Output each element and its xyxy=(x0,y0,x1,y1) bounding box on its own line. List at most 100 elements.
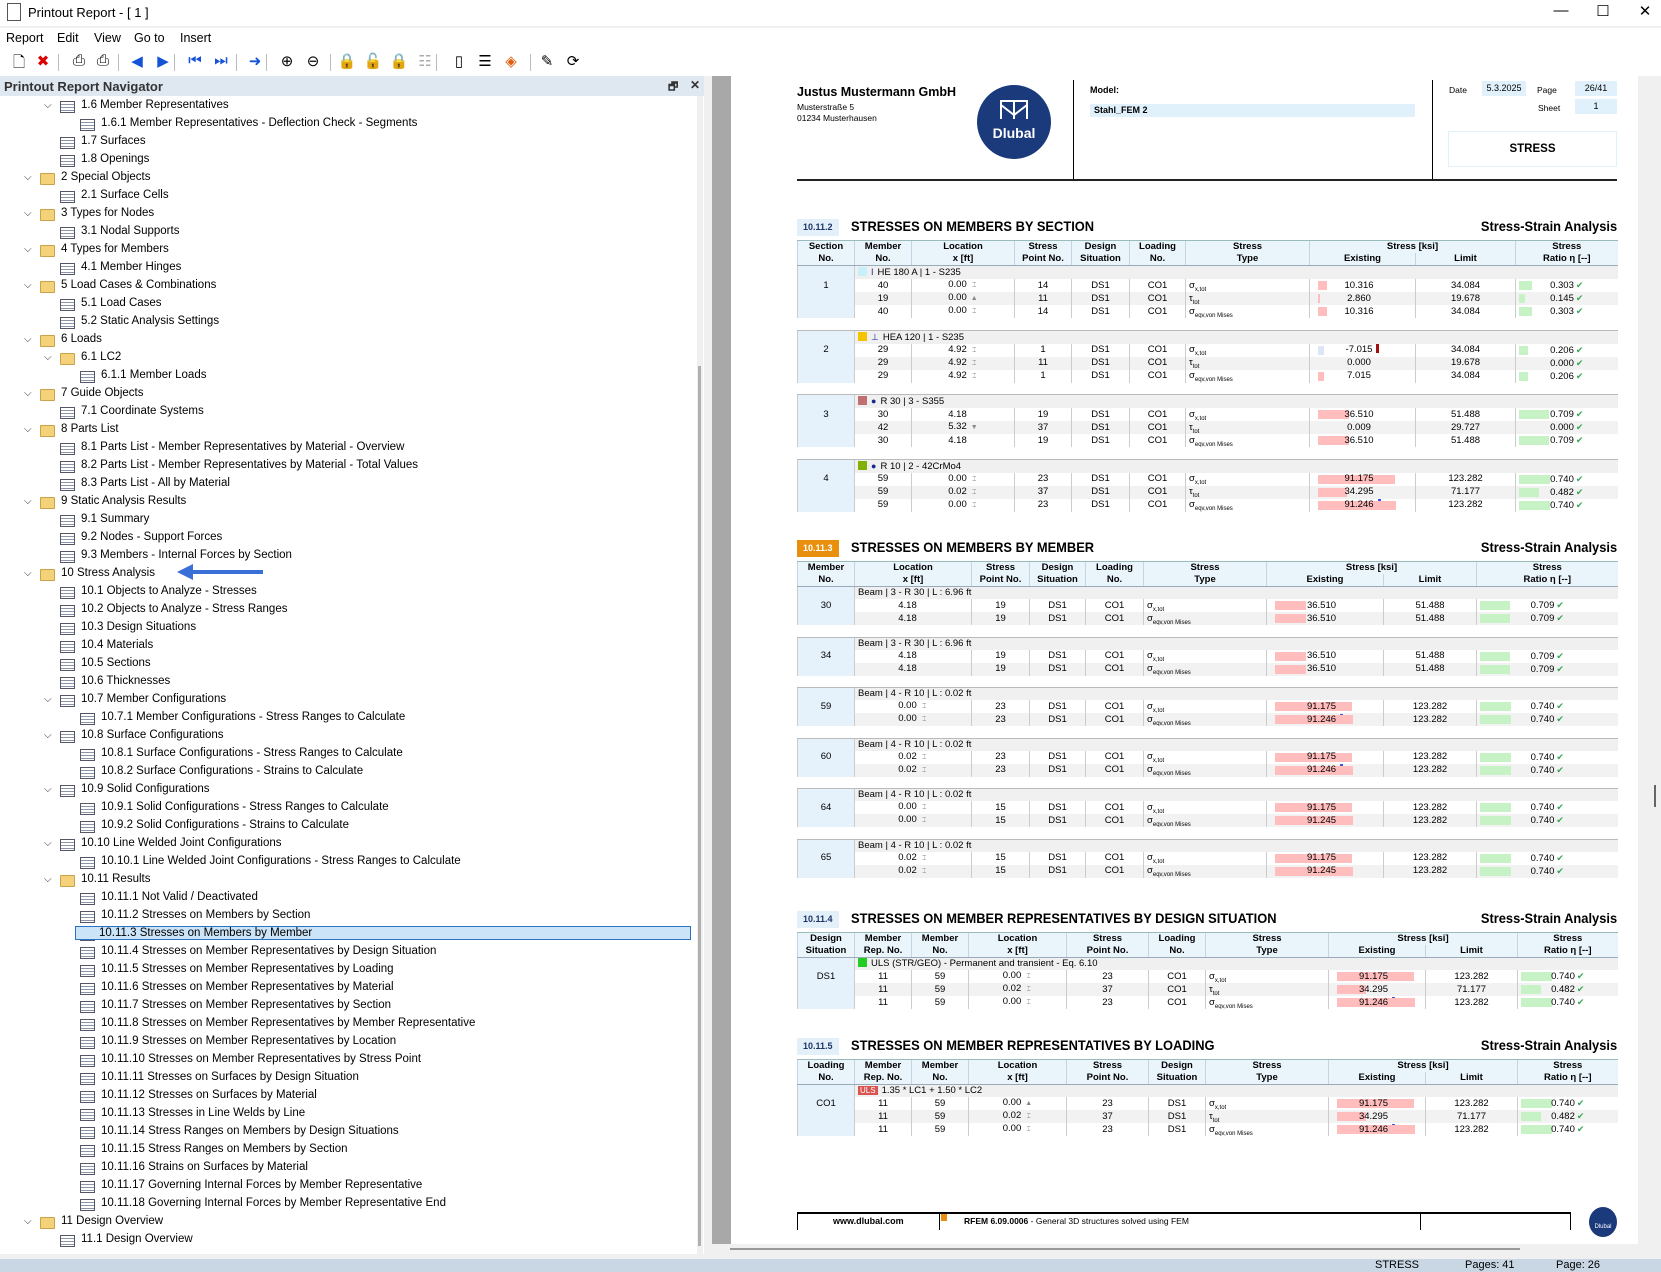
refresh-icon[interactable]: ⟳ xyxy=(566,53,580,70)
tree-item[interactable]: ⌵ 6.1 LC2 xyxy=(0,350,700,368)
tree-item[interactable]: 6.1.1 Member Loads xyxy=(0,368,700,386)
tree-item[interactable]: 10.11.18 Governing Internal Forces by Me… xyxy=(0,1196,700,1214)
table-settings-icon[interactable]: ☷ xyxy=(418,53,432,70)
tree-item[interactable]: 10.11.9 Stresses on Member Representativ… xyxy=(0,1034,700,1052)
chevron-down-icon[interactable]: ⌵ xyxy=(24,568,32,579)
chevron-down-icon[interactable]: ⌵ xyxy=(24,388,32,399)
tree-item[interactable]: ⌵ 10 Stress Analysis xyxy=(0,566,700,584)
tree-item[interactable]: ⌵ 10.11 Results xyxy=(0,872,700,890)
delete-report-icon[interactable]: ✖ xyxy=(36,53,50,70)
tree-item[interactable]: ⌵ 10.8 Surface Configurations xyxy=(0,728,700,746)
menu-insert[interactable]: Insert xyxy=(180,31,212,45)
tree-item[interactable]: 10.6 Thicknesses xyxy=(0,674,700,692)
tree-item[interactable]: 5.1 Load Cases xyxy=(0,296,700,314)
horizontal-scrollbar[interactable] xyxy=(730,1248,1520,1250)
tree-item[interactable]: ⌵ 1.6 Member Representatives xyxy=(0,98,700,116)
zoom-in-icon[interactable]: ⊕ xyxy=(280,53,294,70)
new-report-icon[interactable]: 🗋 xyxy=(12,54,26,71)
tree-item[interactable]: 10.10.1 Line Welded Joint Configurations… xyxy=(0,854,700,872)
chevron-down-icon[interactable]: ⌵ xyxy=(44,838,52,849)
tree-item[interactable]: ⌵ 3 Types for Nodes xyxy=(0,206,700,224)
tree-item[interactable]: ⌵ 5 Load Cases & Combinations xyxy=(0,278,700,296)
tree-item[interactable]: 10.9.2 Solid Configurations - Strains to… xyxy=(0,818,700,836)
tree-item[interactable]: 9.1 Summary xyxy=(0,512,700,530)
chevron-down-icon[interactable]: ⌵ xyxy=(24,1216,32,1227)
tree-item[interactable]: ⌵ 7 Guide Objects xyxy=(0,386,700,404)
tree-item[interactable]: ⌵ 2 Special Objects xyxy=(0,170,700,188)
next-page-icon[interactable]: ▶ xyxy=(157,53,169,70)
tree-item[interactable]: 10.11.1 Not Valid / Deactivated xyxy=(0,890,700,908)
float-panel-icon[interactable]: 🗗 xyxy=(668,81,679,93)
tree-item[interactable]: 10.11.16 Strains on Surfaces by Material xyxy=(0,1160,700,1178)
close-button[interactable]: ✕ xyxy=(1638,3,1652,20)
unlock-icon[interactable]: 🔓 xyxy=(363,53,383,70)
maximize-button[interactable]: ☐ xyxy=(1596,3,1610,20)
tree-item[interactable]: 3.1 Nodal Supports xyxy=(0,224,700,242)
navigator-scrollbar[interactable] xyxy=(697,96,703,1254)
first-page-icon[interactable]: ⏮ xyxy=(188,52,202,69)
tree-item[interactable]: 10.1 Objects to Analyze - Stresses xyxy=(0,584,700,602)
tree-item[interactable]: 10.5 Sections xyxy=(0,656,700,674)
page-layout-icon[interactable]: ▯ xyxy=(454,53,464,70)
minimize-button[interactable]: — xyxy=(1553,2,1569,19)
menu-edit[interactable]: Edit xyxy=(57,31,79,45)
chevron-down-icon[interactable]: ⌵ xyxy=(44,874,52,885)
tree-item[interactable]: 10.11.4 Stresses on Member Representativ… xyxy=(0,944,700,962)
tree-item[interactable]: 1.7 Surfaces xyxy=(0,134,700,152)
tree-item[interactable]: 10.11.14 Stress Ranges on Members by Des… xyxy=(0,1124,700,1142)
print-settings-icon[interactable]: ⎙ xyxy=(96,52,109,69)
chevron-down-icon[interactable]: ⌵ xyxy=(24,208,32,219)
tree-item[interactable]: ⌵ 4 Types for Members xyxy=(0,242,700,260)
tree-item[interactable]: 10.11.8 Stresses on Member Representativ… xyxy=(0,1016,700,1034)
tree-item[interactable]: 10.3 Design Situations xyxy=(0,620,700,638)
tree-item[interactable]: ⌵ 6 Loads xyxy=(0,332,700,350)
chevron-down-icon[interactable]: ⌵ xyxy=(44,694,52,705)
chevron-down-icon[interactable]: ⌵ xyxy=(44,352,52,363)
tree-item[interactable]: 10.11.5 Stresses on Member Representativ… xyxy=(0,962,700,980)
tree-item[interactable]: 10.11.7 Stresses on Member Representativ… xyxy=(0,998,700,1016)
tree-item[interactable]: 10.11.6 Stresses on Member Representativ… xyxy=(0,980,700,998)
print-icon[interactable]: ⎙ xyxy=(72,52,85,69)
chevron-down-icon[interactable]: ⌵ xyxy=(24,424,32,435)
tree-item[interactable]: 10.11.3 Stresses on Members by Member xyxy=(0,926,700,944)
tree-item[interactable]: 1.6.1 Member Representatives - Deflectio… xyxy=(0,116,700,134)
close-panel-icon[interactable]: ✕ xyxy=(690,78,701,92)
tree-item[interactable]: 10.8.2 Surface Configurations - Strains … xyxy=(0,764,700,782)
tree-item[interactable]: 10.11.11 Stresses on Surfaces by Design … xyxy=(0,1070,700,1088)
chevron-down-icon[interactable]: ⌵ xyxy=(44,784,52,795)
chevron-down-icon[interactable]: ⌵ xyxy=(24,280,32,291)
chevron-down-icon[interactable]: ⌵ xyxy=(24,244,32,255)
tree-item[interactable]: 10.11.13 Stresses in Line Welds by Line xyxy=(0,1106,700,1124)
tree-item[interactable]: ⌵ 10.9 Solid Configurations xyxy=(0,782,700,800)
cover-icon[interactable]: ◈ xyxy=(505,53,517,70)
go-to-page-icon[interactable]: ➜ xyxy=(248,53,262,70)
tree-item[interactable]: ⌵ 10.7 Member Configurations xyxy=(0,692,700,710)
tree-item[interactable]: 10.4 Materials xyxy=(0,638,700,656)
tree-item[interactable]: 11.1 Design Overview xyxy=(0,1232,700,1250)
zoom-out-icon[interactable]: ⊖ xyxy=(306,53,320,70)
tree-item[interactable]: 10.2 Objects to Analyze - Stress Ranges xyxy=(0,602,700,620)
tree-item[interactable]: 10.11.15 Stress Ranges on Members by Sec… xyxy=(0,1142,700,1160)
menu-go-to[interactable]: Go to xyxy=(134,31,165,45)
tree-item[interactable]: 10.11.2 Stresses on Members by Section xyxy=(0,908,700,926)
tree-item[interactable]: 8.2 Parts List - Member Representatives … xyxy=(0,458,700,476)
tree-item[interactable]: 2.1 Surface Cells xyxy=(0,188,700,206)
tree-item[interactable]: 8.1 Parts List - Member Representatives … xyxy=(0,440,700,458)
tree-item[interactable]: 9.3 Members - Internal Forces by Section xyxy=(0,548,700,566)
tree-item[interactable]: 10.9.1 Solid Configurations - Stress Ran… xyxy=(0,800,700,818)
chevron-down-icon[interactable]: ⌵ xyxy=(44,100,52,111)
menu-view[interactable]: View xyxy=(94,31,121,45)
tree-item[interactable]: 10.11.12 Stresses on Surfaces by Materia… xyxy=(0,1088,700,1106)
lock-icon[interactable]: 🔒 xyxy=(337,53,357,70)
lock-all-icon[interactable]: 🔒 xyxy=(389,53,409,70)
edit-icon[interactable]: ✎ xyxy=(540,53,554,70)
chevron-down-icon[interactable]: ⌵ xyxy=(24,334,32,345)
tree-item[interactable]: 10.11.10 Stresses on Member Representati… xyxy=(0,1052,700,1070)
page-scrollbar-thumb[interactable] xyxy=(1654,785,1656,807)
tree-item[interactable]: ⌵ 8 Parts List xyxy=(0,422,700,440)
tree-item[interactable]: 8.3 Parts List - All by Material xyxy=(0,476,700,494)
tree-item[interactable]: 10.11.17 Governing Internal Forces by Me… xyxy=(0,1178,700,1196)
header-settings-icon[interactable]: ☰ xyxy=(478,53,492,70)
chevron-down-icon[interactable]: ⌵ xyxy=(24,496,32,507)
tree-item[interactable]: 10.7.1 Member Configurations - Stress Ra… xyxy=(0,710,700,728)
